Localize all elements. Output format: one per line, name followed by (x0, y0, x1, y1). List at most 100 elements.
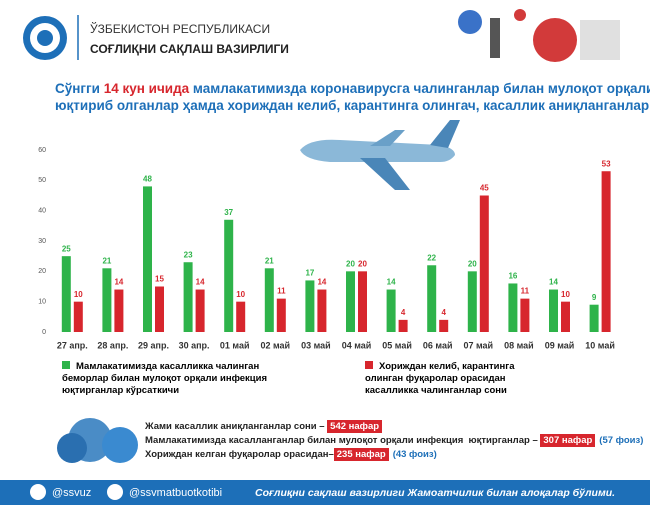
bar (276, 298, 286, 332)
bar (601, 171, 611, 332)
people-icon (57, 418, 138, 463)
bar (195, 289, 205, 332)
x-tick-label: 27 апр. (57, 340, 88, 350)
bar (561, 301, 570, 332)
x-tick-label: 03 май (301, 340, 331, 350)
header-line1: ЎЗБЕКИСТОН РЕСПУБЛИКАСИ (90, 21, 270, 36)
summary-text: Жами касаллик аниқланганлар сони – (145, 421, 328, 432)
summary-line: Жами касаллик аниқланганлар сони – 542 н… (145, 420, 383, 433)
value-label: 11 (277, 287, 286, 296)
legend-swatch (62, 361, 70, 369)
telegram-icon (30, 484, 46, 500)
legend-swatch (365, 361, 373, 369)
bar (73, 301, 83, 332)
x-tick-label: 10 май (585, 340, 615, 350)
value-label: 4 (441, 308, 446, 317)
footer-handle: @ssvuz (52, 487, 91, 499)
y-tick-label: 0 (42, 329, 46, 336)
plane (300, 120, 460, 190)
summary-percent: (43 фоиз) (392, 449, 437, 460)
bar (102, 268, 112, 332)
x-tick-label: 28 апр. (97, 340, 128, 350)
bar (143, 186, 152, 332)
x-tick-label: 04 май (342, 340, 372, 350)
title-part: 14 кун ичида (104, 81, 190, 96)
value-label: 45 (480, 184, 489, 193)
title-part: Сўнгги (55, 81, 104, 96)
summary-value: 542 нафар (327, 420, 383, 433)
value-label: 15 (155, 275, 164, 284)
value-label: 10 (74, 290, 83, 299)
bar (439, 319, 449, 332)
footer-text: Соғлиқни сақлаш вазирлиги Жамоатчилик би… (255, 487, 615, 499)
x-tick-label: 09 май (545, 340, 575, 350)
bar (358, 271, 367, 332)
bar (467, 271, 477, 332)
value-label: 14 (317, 278, 326, 287)
y-tick-label: 50 (38, 177, 46, 184)
value-label: 11 (521, 287, 530, 296)
bar (114, 289, 124, 332)
bar (479, 195, 489, 332)
bar (236, 301, 246, 332)
value-label: 14 (114, 278, 123, 287)
y-tick-label: 30 (38, 238, 46, 245)
bar (549, 289, 558, 332)
bar (155, 286, 164, 332)
x-tick-label: 06 май (423, 340, 453, 350)
value-label: 53 (602, 159, 611, 168)
legend-item: Хориждан келиб, карантинга олинган фуқар… (365, 361, 535, 397)
summary-line: Хориждан келган фуқаролар орасидан– 235 н… (145, 448, 437, 461)
x-tick-label: 30 апр. (179, 340, 210, 350)
y-tick-label: 60 (38, 147, 46, 154)
bar (508, 283, 518, 332)
bar (183, 262, 193, 332)
bar (520, 298, 530, 332)
footer-handle: @ssvmatbuotkotibi (129, 487, 222, 499)
value-label: 10 (561, 290, 570, 299)
y-tick-label: 40 (38, 208, 46, 215)
value-label: 21 (102, 256, 111, 265)
value-label: 14 (387, 278, 396, 287)
value-label: 20 (468, 259, 477, 268)
value-label: 14 (196, 278, 205, 287)
value-label: 48 (143, 175, 152, 184)
value-label: 20 (346, 259, 355, 268)
summary-line: Мамлакатимизда касалланганлар билан муло… (145, 434, 644, 447)
value-label: 4 (401, 308, 406, 317)
x-tick-label: 05 май (382, 340, 412, 350)
legend-label: Мамлакатимизда касалликка чалинган бемор… (62, 361, 268, 396)
summary-value: 235 нафар (333, 448, 389, 461)
value-label: 23 (184, 250, 193, 259)
bar (317, 289, 327, 332)
x-tick-label: 08 май (504, 340, 534, 350)
x-tick-label: 02 май (261, 340, 291, 350)
logo-core (37, 30, 53, 46)
header-line2: СОҒЛИҚНИ САҚЛАШ ВАЗИРЛИГИ (90, 42, 289, 56)
title-part: мамлакатимизда коронавирусга чалинганлар… (189, 81, 650, 96)
value-label: 14 (549, 278, 558, 287)
y-tick-label: 10 (38, 299, 46, 306)
virus-decor (458, 9, 620, 62)
x-tick-label: 01 май (220, 340, 250, 350)
summary-text: Хориждан келган фуқаролар орасидан– (145, 449, 334, 460)
value-label: 9 (592, 293, 597, 302)
value-label: 25 (62, 244, 71, 253)
bar (427, 265, 437, 332)
value-label: 37 (224, 208, 233, 217)
bar (264, 268, 274, 332)
x-tick-label: 07 май (464, 340, 494, 350)
legend-item: Мамлакатимизда касалликка чалинган бемор… (62, 361, 277, 397)
bar (224, 219, 234, 332)
value-label: 22 (427, 253, 436, 262)
summary-percent: (57 фоиз) (599, 435, 644, 446)
y-tick-label: 20 (38, 268, 46, 275)
bar (386, 289, 396, 332)
legend-label: Хориждан келиб, карантинга олинган фуқар… (365, 361, 515, 396)
title-part: юқтириб олганлар ҳамда хориждан келиб, к… (55, 98, 650, 113)
summary-text: Мамлакатимизда касалланганлар билан муло… (145, 435, 541, 446)
title-line: Сўнгги 14 кун ичида мамлакатимизда корон… (55, 81, 650, 96)
telegram-icon (107, 484, 123, 500)
